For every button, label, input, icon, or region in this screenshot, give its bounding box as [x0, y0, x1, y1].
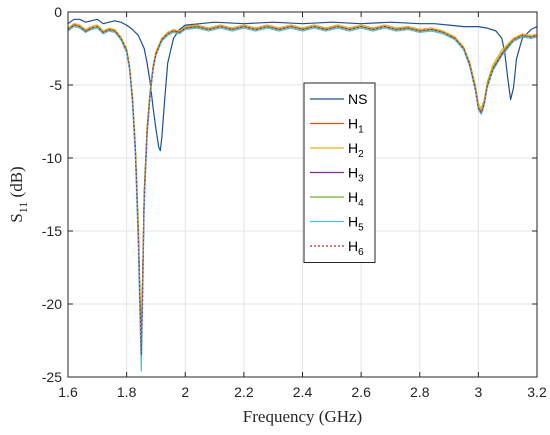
x-tick-label: 2.4	[293, 384, 313, 400]
x-tick-label: 2.2	[234, 384, 254, 400]
y-axis-label-unit: (dB)	[7, 166, 26, 201]
legend-label-h2: H2	[348, 140, 364, 160]
y-axis-label-main: S	[7, 213, 26, 222]
series-lines	[67, 18, 538, 372]
y-tick-label: -25	[42, 369, 62, 385]
y-tick-label: -10	[42, 150, 62, 166]
axis-ticks: 1.6 1.8 2 2.2 2.4 2.6 2.8 3 3.2 0 -5 -10 -15 -20 -25	[42, 4, 547, 400]
y-tick-label: -15	[42, 223, 62, 239]
y-tick-label: 0	[54, 4, 62, 20]
series-line-ns	[67, 18, 538, 152]
series-line-h6	[67, 24, 538, 356]
legend-label-h3: H3	[348, 165, 364, 185]
y-axis-label-subscript: 11	[16, 202, 30, 214]
x-axis-label: Frequency (GHz)	[243, 407, 362, 426]
x-tick-label: 2.6	[351, 384, 371, 400]
legend-label-h6: H6	[348, 238, 364, 258]
x-tick-label: 2.8	[410, 384, 430, 400]
x-tick-label: 3.2	[527, 384, 547, 400]
x-tick-label: 1.6	[58, 384, 78, 400]
legend-label-h1: H1	[348, 116, 364, 136]
x-tick-label: 1.8	[117, 384, 137, 400]
y-axis-label: S11 (dB)	[7, 166, 30, 222]
legend-label-h5: H5	[348, 214, 364, 234]
legend: NS H1 H2 H3 H4 H5 H6	[303, 82, 376, 263]
y-tick-label: -20	[42, 296, 62, 312]
y-tick-label: -5	[50, 77, 63, 93]
legend-label-h4: H4	[348, 189, 364, 209]
x-tick-label: 3	[474, 384, 482, 400]
x-tick-label: 2	[181, 384, 189, 400]
legend-label-ns: NS	[348, 91, 367, 107]
